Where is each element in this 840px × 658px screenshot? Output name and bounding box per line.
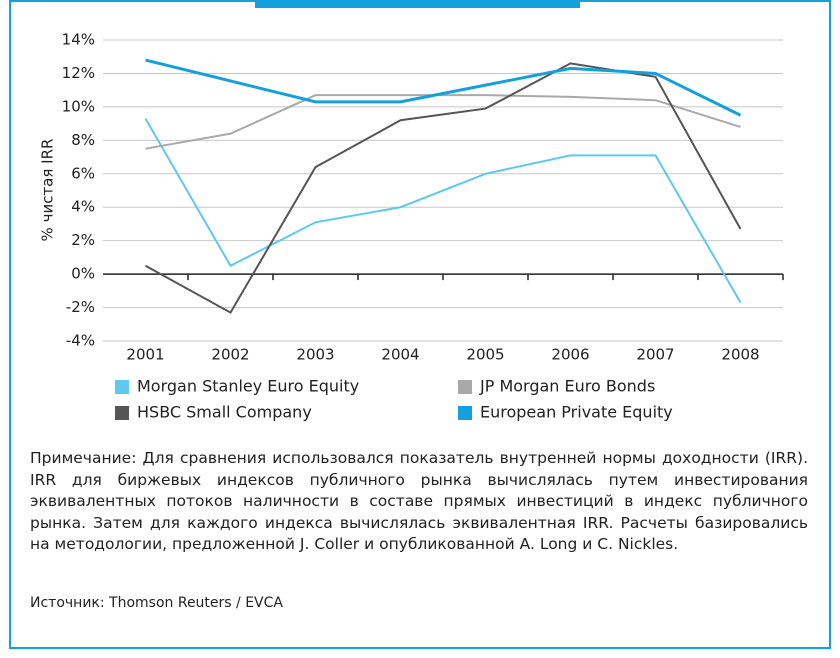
x-tick-label: 2007	[636, 346, 674, 364]
legend-label: Morgan Stanley Euro Equity	[137, 377, 359, 396]
x-tick-label: 2008	[721, 346, 759, 364]
y-tick-label: 0%	[71, 265, 95, 283]
series-line	[144, 118, 742, 304]
y-tick-label: 8%	[71, 131, 95, 149]
y-tick-label: 6%	[71, 164, 95, 182]
y-axis-label: % чистая IRR	[39, 139, 57, 242]
legend-label: European Private Equity	[480, 403, 673, 422]
source: Источник: Thomson Reuters / EVCA	[30, 595, 283, 611]
x-tick-label: 2004	[381, 346, 419, 364]
legend-label: HSBC Small Company	[137, 403, 312, 422]
legend-swatch	[458, 380, 472, 394]
x-tick-label: 2003	[296, 346, 334, 364]
legend-swatch	[115, 406, 129, 420]
legend-swatch	[458, 406, 472, 420]
y-tick-label: 12%	[62, 64, 95, 82]
x-tick-label: 2006	[551, 346, 589, 364]
series-line	[145, 58, 742, 117]
legend-label: JP Morgan Euro Bonds	[479, 377, 655, 396]
series-line	[145, 62, 742, 314]
y-tick-label: 4%	[71, 198, 95, 216]
series-line	[145, 94, 741, 150]
x-tick-label: 2001	[126, 346, 164, 364]
note: Примечание: Для сравнения использовался …	[30, 449, 808, 553]
legend-swatch	[115, 380, 129, 394]
y-tick-label: 14%	[62, 31, 95, 49]
title-band	[255, 0, 580, 8]
x-tick-label: 2002	[211, 346, 249, 364]
x-tick-label: 2005	[466, 346, 504, 364]
y-tick-label: -4%	[66, 332, 95, 350]
y-tick-label: 2%	[71, 231, 95, 249]
y-tick-label: 10%	[62, 97, 95, 115]
y-tick-label: -2%	[66, 298, 95, 316]
